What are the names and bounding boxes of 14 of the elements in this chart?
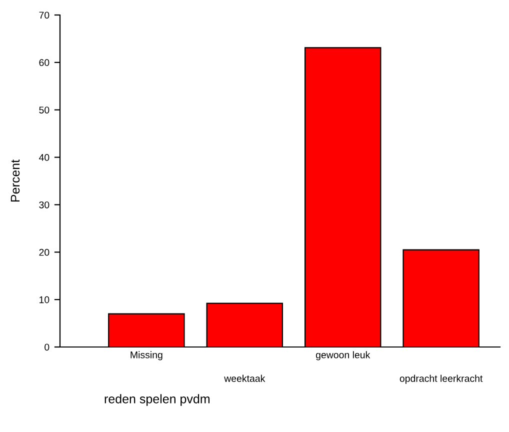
y-tick-label: 50 — [39, 106, 50, 114]
y-tick-label: 40 — [38, 154, 50, 161]
y-tick-label: 10 — [40, 296, 50, 304]
y-tick-label: 20 — [39, 248, 50, 256]
y-tick-label: 30 — [39, 201, 50, 208]
x-tick-label: opdracht leerkracht — [400, 374, 483, 384]
y-axis-title: Percent — [10, 160, 20, 202]
x-tick-label: weektaak — [224, 374, 266, 382]
y-tick-label: 70 — [39, 12, 50, 19]
x-tick-label: gewoon leuk — [316, 351, 370, 360]
x-tick-label: Missing — [130, 351, 162, 360]
y-tick-label: 0 — [44, 344, 50, 351]
x-axis-title: reden spelen pvdm — [104, 394, 210, 406]
y-tick-label: 60 — [39, 59, 50, 66]
